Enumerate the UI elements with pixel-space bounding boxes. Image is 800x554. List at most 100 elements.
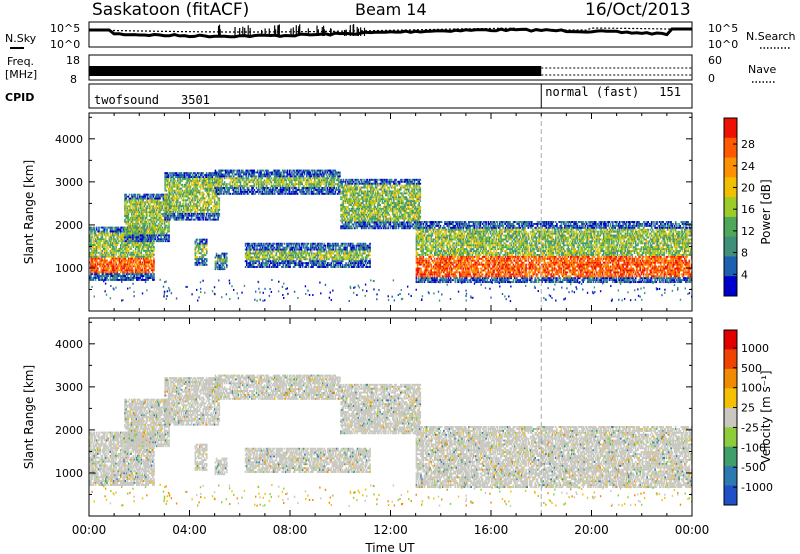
power-cell	[141, 221, 143, 223]
power-cell	[151, 238, 153, 240]
power-cell	[366, 220, 368, 222]
power-cell	[138, 248, 140, 250]
power-cell	[323, 173, 325, 175]
power-cell	[176, 209, 178, 211]
power-cell	[382, 214, 384, 216]
power-cell	[154, 203, 156, 205]
power-cell	[152, 256, 154, 258]
power-cell	[306, 183, 308, 185]
power-cell	[325, 183, 327, 185]
power-cell	[160, 217, 162, 219]
power-cell	[138, 258, 140, 260]
power-cell	[159, 215, 161, 217]
power-cell	[353, 206, 355, 208]
power-cell	[297, 173, 299, 175]
power-cell	[134, 229, 136, 231]
power-cell	[170, 201, 172, 203]
power-cell	[251, 189, 253, 191]
power-cell	[141, 205, 143, 207]
power-cell	[168, 223, 170, 225]
power-cell	[308, 189, 310, 191]
power-cell	[348, 212, 350, 214]
power-cell	[98, 277, 100, 279]
power-cell	[390, 183, 392, 185]
power-cell	[247, 183, 249, 185]
power-cell	[298, 187, 300, 189]
power-cell	[147, 200, 149, 202]
power-cell	[168, 225, 170, 227]
power-cell	[218, 205, 220, 207]
nave-label: Nave	[748, 63, 776, 76]
power-cell	[170, 180, 172, 182]
power-cell	[90, 248, 92, 250]
power-cell	[353, 223, 355, 225]
power-cell	[206, 195, 208, 197]
power-cell	[335, 177, 337, 179]
power-cell	[160, 225, 162, 227]
power-cell	[301, 173, 303, 175]
power-cell	[271, 183, 273, 185]
power-cell	[200, 178, 202, 180]
power-cell	[156, 217, 158, 219]
power-cell	[122, 238, 124, 240]
power-cell	[249, 172, 251, 174]
power-cell	[391, 194, 393, 196]
power-cell	[209, 213, 211, 215]
power-cell	[394, 181, 396, 183]
power-cell	[258, 181, 260, 183]
power-cell	[391, 198, 393, 200]
power-cell	[215, 211, 217, 213]
power-cell	[364, 212, 366, 214]
power-cell	[291, 179, 293, 181]
power-cell	[169, 184, 171, 186]
power-cell	[380, 223, 382, 225]
power-cell	[335, 193, 337, 195]
power-cell	[114, 256, 116, 258]
noise-right-tick-low: 10^0	[708, 38, 738, 51]
power-cell	[163, 240, 165, 242]
power-cell	[107, 232, 109, 234]
power-cell	[99, 246, 101, 248]
power-cell	[333, 187, 335, 189]
power-cell	[287, 175, 289, 177]
power-cell	[377, 221, 379, 223]
power-cell	[259, 189, 261, 191]
power-cell	[190, 197, 192, 199]
power-cell	[360, 189, 362, 191]
power-cell	[199, 190, 201, 192]
power-cell	[126, 207, 128, 209]
power-cell	[243, 187, 245, 189]
power-cell	[341, 198, 343, 200]
power-cell	[241, 193, 243, 195]
power-cell	[361, 179, 363, 181]
power-cell	[145, 231, 147, 233]
power-cell	[147, 273, 149, 275]
power-cell	[91, 273, 93, 275]
power-cell	[153, 260, 155, 262]
power-cell	[355, 212, 357, 214]
power-cell	[192, 197, 194, 199]
power-cell	[142, 200, 144, 202]
power-cell	[248, 193, 250, 195]
power-cell	[118, 232, 120, 234]
power-cell	[258, 187, 260, 189]
power-cell	[243, 177, 245, 179]
power-cell	[150, 196, 152, 198]
power-cell	[104, 263, 106, 265]
power-cell	[145, 203, 147, 205]
power-cell	[284, 170, 286, 172]
power-cell	[311, 179, 313, 181]
power-cell	[347, 206, 349, 208]
power-cell	[166, 201, 168, 203]
power-cell	[210, 207, 212, 209]
power-cell	[322, 172, 324, 174]
power-cell	[141, 250, 143, 252]
power-cell	[371, 212, 373, 214]
power-cell	[129, 227, 131, 229]
power-cell	[333, 185, 335, 187]
power-cell	[387, 220, 389, 222]
power-cell	[194, 199, 196, 201]
power-cell	[336, 187, 338, 189]
power-cell	[299, 172, 301, 174]
power-cell	[285, 181, 287, 183]
